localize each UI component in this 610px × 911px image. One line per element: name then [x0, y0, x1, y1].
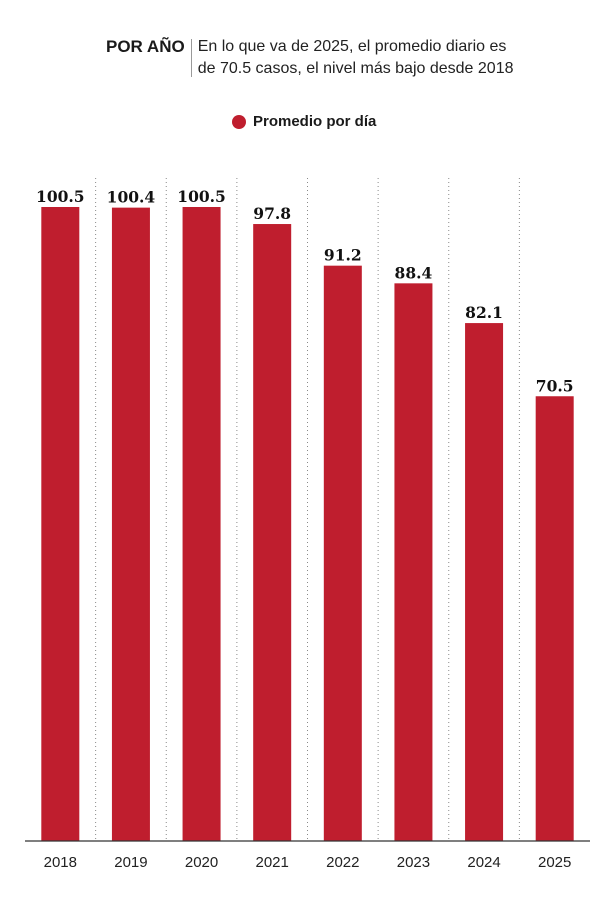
- chart-subtitle: En lo que va de 2025, el promedio diario…: [198, 36, 538, 80]
- bar-2025: [535, 396, 574, 841]
- value-label-2020: 100.5: [177, 187, 226, 206]
- value-label-2025: 70.5: [536, 376, 574, 395]
- value-label-2019: 100.4: [107, 188, 156, 207]
- x-tick-2023: 2023: [397, 854, 430, 871]
- value-label-2024: 82.1: [465, 303, 503, 322]
- bar-2023: [394, 283, 433, 841]
- legend-swatch: [232, 114, 246, 129]
- bar-2022: [323, 265, 362, 841]
- value-label-2023: 88.4: [395, 263, 433, 282]
- chart-header: POR AÑO En lo que va de 2025, el promedi…: [106, 36, 538, 80]
- chart-legend: Promedio por día: [232, 113, 376, 130]
- subtitle-line-2: de 70.5 casos, el nivel más bajo desde 2…: [197, 60, 514, 77]
- header-divider: [190, 39, 192, 77]
- value-label-2021: 97.8: [253, 204, 291, 223]
- bar-2021: [253, 224, 292, 841]
- bar-2020: [182, 207, 221, 841]
- bar-2024: [465, 323, 504, 841]
- value-label-2018: 100.5: [36, 187, 85, 206]
- x-tick-2019: 2019: [114, 854, 147, 871]
- bar-2018: [41, 207, 80, 841]
- x-tick-2020: 2020: [185, 854, 218, 871]
- chart-kicker: POR AÑO: [106, 37, 185, 56]
- bar-chart: 100.5 2018 100.4 2019 100.5 2020 97.8 2021 91.2 2…: [25, 178, 590, 871]
- bar-2019: [111, 207, 150, 841]
- x-tick-2024: 2024: [467, 854, 500, 871]
- x-tick-2018: 2018: [44, 854, 77, 871]
- x-tick-2025: 2025: [538, 854, 571, 871]
- x-tick-2022: 2022: [326, 854, 359, 871]
- subtitle-line-1: En lo que va de 2025, el promedio diario…: [197, 38, 507, 55]
- legend-label: Promedio por día: [253, 113, 377, 130]
- value-label-2022: 91.2: [324, 246, 362, 265]
- x-tick-2021: 2021: [256, 854, 289, 871]
